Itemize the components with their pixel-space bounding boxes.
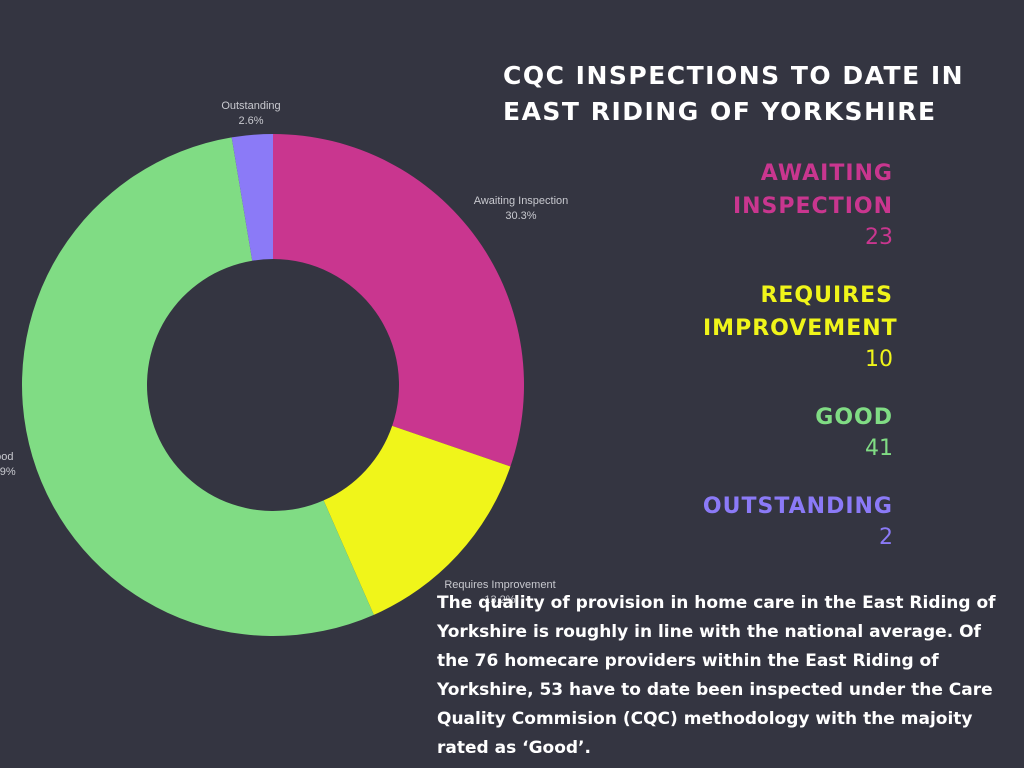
legend-label: AWAITING INSPECTION xyxy=(732,161,893,219)
legend-count: 41 xyxy=(865,436,893,461)
slice-percent: 2.6% xyxy=(238,115,263,127)
legend-label: OUTSTANDING xyxy=(702,494,893,519)
slice-good xyxy=(22,137,374,636)
slice-outstanding xyxy=(231,134,273,261)
legend-item-requires-improvement: REQUIRES IMPROVEMENT 10 xyxy=(703,279,898,375)
slice-percent: 13.2% xyxy=(484,594,515,606)
legend-count: 23 xyxy=(865,225,893,250)
legend-label: REQUIRES IMPROVEMENT xyxy=(703,283,898,341)
legend-item-good: GOOD 41 xyxy=(815,401,893,464)
legend-item-awaiting-inspection: AWAITING INSPECTION 23 xyxy=(703,157,893,253)
legend-count: 10 xyxy=(865,347,893,372)
page-title: CQC INSPECTIONS TO DATE IN EAST RIDING O… xyxy=(503,61,965,126)
slice-label: Outstanding xyxy=(221,100,280,112)
slice-awaiting-inspection xyxy=(273,134,524,467)
slice-requires-improvement xyxy=(323,425,511,615)
slice-label: Requires Improvement xyxy=(444,579,555,591)
slice-percent: 53.9% xyxy=(0,466,16,478)
legend-count: 2 xyxy=(879,525,893,550)
slice-label: Good xyxy=(0,451,13,463)
legend-label: GOOD xyxy=(815,405,893,430)
slice-label: Awaiting Inspection xyxy=(474,195,569,207)
slice-percent: 30.3% xyxy=(505,210,536,222)
legend-item-outstanding: OUTSTANDING 2 xyxy=(703,490,893,553)
summary-paragraph: The quality of provision in home care in… xyxy=(437,593,996,758)
